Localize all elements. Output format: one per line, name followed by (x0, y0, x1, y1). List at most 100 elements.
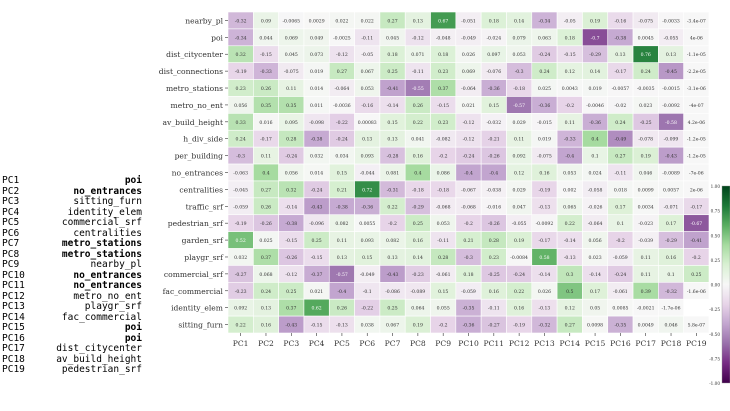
cell-value-label: -0.0036 (333, 103, 351, 109)
cell-value-label: -0.038 (486, 187, 501, 193)
cell-value-label: -0.1 (363, 289, 372, 295)
cell-value-label: -0.18 (437, 187, 449, 193)
cell-value-label: 0.11 (565, 120, 575, 126)
cell-value-label: -0.38 (615, 35, 627, 41)
cell-value-label: -0.2 (616, 238, 625, 244)
cell-value-label: 0.021 (462, 103, 475, 109)
pc-list-pc: PC19 (2, 364, 25, 375)
cell-value-label: 0.25 (311, 238, 321, 244)
cell-value-label: -0.15 (311, 323, 323, 329)
cell-value-label: -0.096 (309, 221, 324, 227)
x-tick-label: PC5 (334, 339, 350, 348)
cell-value-label: 0.16 (413, 238, 423, 244)
cell-value-label: -0.075 (638, 18, 653, 24)
cell-value-label: 0.019 (589, 86, 602, 92)
cell-value-label: 0.019 (310, 69, 323, 75)
cell-value-label: 0.1 (617, 221, 624, 227)
cell-value-label: -0.36 (361, 204, 373, 210)
cell-value-label: -0.26 (260, 221, 272, 227)
cell-value-label: -0.13 (539, 204, 551, 210)
cell-value-label: -0.17 (260, 137, 272, 143)
pc-list-variable: fac_commercial (61, 311, 142, 323)
cell-value-label: 0.086 (437, 171, 450, 177)
cell-value-label: -0.078 (638, 137, 653, 143)
cell-value-label: -0.29 (589, 52, 601, 58)
cell-value-label: 0.032 (310, 154, 323, 160)
cell-value-label: -0.14 (387, 103, 399, 109)
cell-value-label: 0.25 (387, 69, 397, 75)
cell-value-label: 0.11 (337, 238, 347, 244)
cell-value-label: 0.27 (261, 187, 271, 193)
pc-list-row: PC18 av_build_height (2, 354, 142, 365)
cell-value-label: -0.015 (537, 120, 552, 126)
cell-value-label: -0.0033 (662, 18, 680, 24)
pc-list-row: PC4 identity_elem (2, 206, 142, 218)
cell-value-label: 0.37 (261, 255, 271, 261)
cell-value-label: 0.11 (641, 272, 651, 278)
cell-value-label: -1.1e-05 (687, 52, 706, 58)
x-tick-label: PC16 (610, 339, 631, 348)
cell-value-label: 0.52 (236, 238, 246, 244)
cell-value-label: -0.2 (439, 154, 448, 160)
cell-value-label: 0.4 (262, 171, 269, 177)
cell-value-label: 0.0099 (638, 187, 654, 193)
cell-value-label: 0.025 (259, 238, 272, 244)
cell-value-label: 0.26 (337, 306, 347, 312)
cell-value-label: -0.0021 (637, 306, 655, 312)
cell-value-label: 0.28 (438, 255, 448, 261)
cell-value-label: -0.0057 (612, 86, 630, 92)
cell-value-label: 5.8e-07 (688, 323, 705, 329)
cell-value-label: 0.5 (566, 289, 573, 295)
cell-value-label: -0.36 (539, 103, 551, 109)
cell-value-label: 0.13 (261, 306, 271, 312)
cell-value-label: -0.24 (539, 52, 551, 58)
cell-value-label: -0.11 (361, 35, 373, 41)
cell-value-label: -0.43 (665, 154, 677, 160)
colorbar-tick-label: -1.00 (709, 381, 720, 386)
pc-list-row: PC10 no_entrances (2, 269, 142, 281)
cell-value-label: 0.025 (538, 86, 551, 92)
y-tick-label: identity_elem (171, 304, 223, 313)
cell-value-label: 0.58 (539, 255, 549, 261)
cell-value-label: 0.0055 (359, 221, 375, 227)
cell-value-label: 0.097 (487, 52, 500, 58)
cell-value-label: -0.43 (387, 272, 399, 278)
x-tick-label: PC2 (258, 339, 274, 348)
cell-value-label: 0.19 (641, 154, 651, 160)
cell-value-label: -0.075 (537, 154, 552, 160)
cell-value-label: 0.35 (286, 103, 296, 109)
cell-value-label: -1.2e-05 (687, 137, 706, 143)
cell-value-label: 0.18 (438, 52, 448, 58)
cell-value-label: -0.075 (284, 69, 299, 75)
cell-value-label: -0.12 (412, 35, 424, 41)
cell-value-label: -0.058 (588, 187, 603, 193)
cell-value-label: -0.7 (591, 35, 600, 41)
cell-value-label: 0.17 (666, 221, 676, 227)
pc-list-row: PC8 metro_stations (2, 249, 142, 260)
cell-value-label: -0.076 (486, 69, 501, 75)
pc-list-row: PC1 poi (2, 176, 142, 186)
cell-value-label: -0.19 (235, 221, 247, 227)
cell-value-label: -0.12 (336, 52, 348, 58)
cell-value-label: 0.15 (387, 120, 397, 126)
cell-value-label: -0.16 (615, 18, 627, 24)
cell-value-label: 0.069 (285, 35, 298, 41)
cell-value-label: 0.37 (286, 306, 296, 312)
cell-value-label: 0.12 (514, 171, 524, 177)
cell-value-label: -0.24 (463, 154, 475, 160)
pc-list-pc: PC4 (2, 206, 20, 218)
pc-list-row: PC9 nearby_pl (2, 260, 142, 270)
y-tick-label: sitting_furn (178, 321, 223, 330)
cell-value-label: 0.053 (437, 221, 450, 227)
pc-list-variable: no_entrances (73, 269, 142, 281)
cell-value-label: 0.092 (513, 154, 526, 160)
y-tick-label: poi (211, 33, 223, 42)
cell-value-label: -0.18 (412, 187, 424, 193)
pc-list-pc: PC5 (2, 217, 20, 228)
cell-value-label: -0.24 (615, 272, 627, 278)
cell-value-label: 0.067 (386, 323, 399, 329)
cell-value-label: 0.053 (563, 171, 576, 177)
cell-value-label: 0.055 (437, 306, 450, 312)
cell-value-label: -0.063 (233, 171, 248, 177)
pc-list-variable: poi (124, 332, 142, 344)
